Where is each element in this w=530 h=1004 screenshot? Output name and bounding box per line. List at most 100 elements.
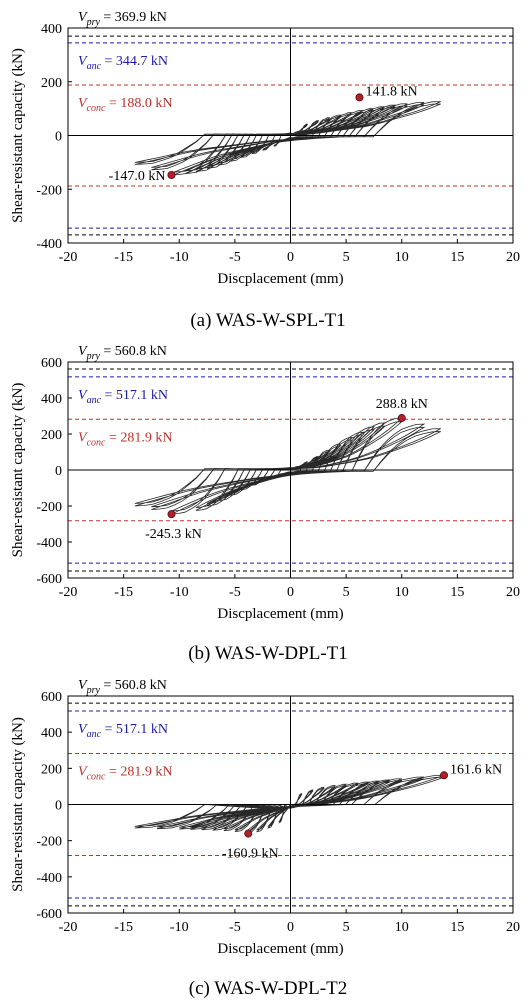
ref-symbol: V bbox=[78, 430, 88, 445]
ref-value: = 344.7 kN bbox=[101, 54, 168, 69]
x-tick-label: -5 bbox=[229, 250, 241, 265]
reference-label-pry: Vpry = 560.8 kN bbox=[78, 344, 167, 362]
reference-label-conc: Vconc = 188.0 kN bbox=[78, 96, 172, 114]
y-tick-label: -200 bbox=[36, 183, 62, 198]
x-tick-label: 20 bbox=[506, 920, 520, 935]
chart-panel-2: -20 -15 -10 -5 0 5 10 15 20 -600 -400 -200 0 200 400 60… bbox=[10, 344, 520, 664]
y-tick-label: 400 bbox=[41, 392, 62, 407]
peak-label: -147.0 kN bbox=[109, 169, 166, 184]
peak-label: -245.3 kN bbox=[145, 527, 202, 542]
x-tick-label: -20 bbox=[59, 585, 78, 600]
ref-subscript: conc bbox=[87, 103, 106, 114]
x-tick-label: -10 bbox=[170, 250, 189, 265]
y-tick-label: 200 bbox=[41, 762, 62, 777]
y-axis-label: Shear-resistant capacity (kN) bbox=[10, 48, 26, 223]
peak-label: 288.8 kN bbox=[376, 397, 428, 412]
y-axis-label: Shear-resistant capacity (kN) bbox=[10, 717, 26, 892]
y-tick-label: 0 bbox=[55, 464, 62, 479]
x-tick-label: 20 bbox=[506, 585, 520, 600]
reference-label-anc: Vanc = 517.1 kN bbox=[78, 722, 168, 740]
y-tick-label: 400 bbox=[41, 22, 62, 37]
reference-label-conc: Vconc = 281.9 kN bbox=[78, 430, 172, 448]
y-tick-label: -600 bbox=[36, 572, 62, 587]
hysteresis-curve bbox=[134, 417, 441, 515]
panel-caption: (b) WAS-W-DPL-T1 bbox=[188, 643, 348, 664]
x-tick-label: 0 bbox=[287, 250, 294, 265]
peak-marker bbox=[355, 93, 364, 102]
ref-subscript: pry bbox=[86, 685, 101, 696]
x-axis-label: Discplacement (mm) bbox=[217, 941, 343, 957]
peak-marker bbox=[167, 510, 176, 519]
y-tick-label: 400 bbox=[41, 726, 62, 741]
y-axis-label: Shear-resistant capacity (kN) bbox=[10, 383, 26, 558]
panel-caption: (c) WAS-W-DPL-T2 bbox=[189, 978, 347, 999]
x-tick-label: 15 bbox=[450, 585, 464, 600]
y-tick-label: 600 bbox=[41, 356, 62, 371]
ref-symbol: V bbox=[78, 678, 88, 693]
x-tick-label: 5 bbox=[343, 250, 350, 265]
y-tick-label: -400 bbox=[36, 237, 62, 252]
x-tick-label: -20 bbox=[59, 920, 78, 935]
x-tick-label: -5 bbox=[229, 920, 241, 935]
x-tick-label: -15 bbox=[114, 585, 133, 600]
ref-subscript: pry bbox=[86, 351, 101, 362]
ref-subscript: anc bbox=[87, 395, 102, 406]
x-tick-label: -10 bbox=[170, 585, 189, 600]
peak-marker bbox=[397, 414, 406, 423]
ref-value: = 517.1 kN bbox=[101, 388, 168, 403]
peak-label: 141.8 kN bbox=[365, 84, 417, 99]
ref-subscript: anc bbox=[87, 729, 102, 740]
y-tick-label: 600 bbox=[41, 690, 62, 705]
peak-label: 161.6 kN bbox=[450, 762, 502, 777]
peak-label: -160.9 kN bbox=[222, 847, 279, 862]
ref-symbol: V bbox=[78, 722, 88, 737]
ref-symbol: V bbox=[78, 388, 88, 403]
x-tick-label: 0 bbox=[287, 585, 294, 600]
x-tick-label: -5 bbox=[229, 585, 241, 600]
ref-value: = 281.9 kN bbox=[105, 765, 172, 780]
ref-symbol: V bbox=[78, 765, 88, 780]
reference-label-pry: Vpry = 369.9 kN bbox=[78, 10, 167, 28]
chart-panel-3: -20 -15 -10 -5 0 5 10 15 20 -600 -400 -200 0 200 400 60… bbox=[10, 678, 520, 999]
x-tick-label: -15 bbox=[114, 920, 133, 935]
y-tick-label: 0 bbox=[55, 799, 62, 814]
x-tick-label: 10 bbox=[395, 585, 409, 600]
x-axis-label: Discplacement (mm) bbox=[217, 606, 343, 622]
y-tick-label: -200 bbox=[36, 500, 62, 515]
reference-label-conc: Vconc = 281.9 kN bbox=[78, 765, 172, 783]
y-tick-label: -400 bbox=[36, 536, 62, 551]
x-tick-label: 10 bbox=[395, 250, 409, 265]
x-tick-label: 5 bbox=[343, 920, 350, 935]
ref-value: = 188.0 kN bbox=[105, 96, 172, 111]
peak-marker bbox=[244, 829, 253, 838]
x-tick-label: 15 bbox=[450, 250, 464, 265]
ref-value: = 281.9 kN bbox=[105, 430, 172, 445]
ref-subscript: conc bbox=[87, 437, 106, 448]
ref-subscript: conc bbox=[87, 772, 106, 783]
ref-value: = 560.8 kN bbox=[100, 678, 167, 693]
hysteresis-curve bbox=[134, 101, 441, 176]
x-tick-label: -15 bbox=[114, 250, 133, 265]
y-tick-label: -600 bbox=[36, 907, 62, 922]
reference-label-anc: Vanc = 344.7 kN bbox=[78, 54, 168, 72]
chart-panel-1: -20 -15 -10 -5 0 5 10 15 20 -400 -200 0 200 400 Discpl… bbox=[10, 10, 520, 331]
x-tick-label: 0 bbox=[287, 920, 294, 935]
y-tick-label: -200 bbox=[36, 835, 62, 850]
y-tick-label: 200 bbox=[41, 428, 62, 443]
x-axis-label: Discplacement (mm) bbox=[217, 271, 343, 287]
ref-value: = 517.1 kN bbox=[101, 722, 168, 737]
x-tick-label: 20 bbox=[506, 250, 520, 265]
x-tick-label: -20 bbox=[59, 250, 78, 265]
x-tick-label: -10 bbox=[170, 920, 189, 935]
peak-marker bbox=[167, 171, 176, 180]
ref-subscript: pry bbox=[86, 17, 101, 28]
y-tick-label: 0 bbox=[55, 130, 62, 145]
x-tick-label: 15 bbox=[450, 920, 464, 935]
ref-symbol: V bbox=[78, 10, 88, 25]
ref-symbol: V bbox=[78, 344, 88, 359]
y-tick-label: -400 bbox=[36, 871, 62, 886]
ref-symbol: V bbox=[78, 96, 88, 111]
reference-label-pry: Vpry = 560.8 kN bbox=[78, 678, 167, 696]
y-tick-label: 200 bbox=[41, 76, 62, 91]
